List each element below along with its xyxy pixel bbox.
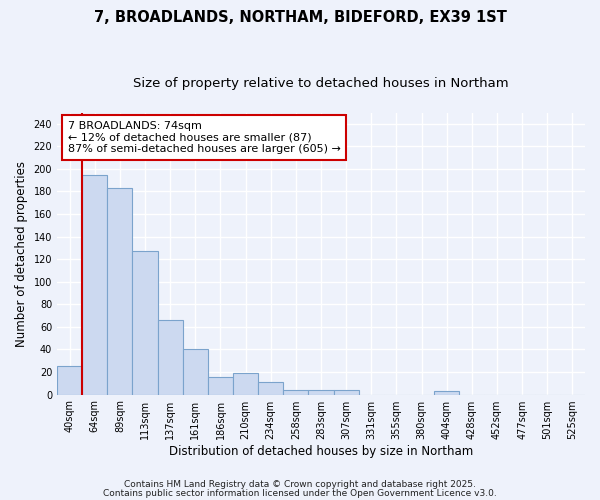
Y-axis label: Number of detached properties: Number of detached properties [15, 160, 28, 346]
Text: Contains HM Land Registry data © Crown copyright and database right 2025.: Contains HM Land Registry data © Crown c… [124, 480, 476, 489]
Bar [82, 174, 107, 394]
Text: 7, BROADLANDS, NORTHAM, BIDEFORD, EX39 1ST: 7, BROADLANDS, NORTHAM, BIDEFORD, EX39 1… [94, 10, 506, 25]
Bar [308, 390, 334, 394]
X-axis label: Distribution of detached houses by size in Northam: Distribution of detached houses by size … [169, 444, 473, 458]
Text: Contains public sector information licensed under the Open Government Licence v3: Contains public sector information licen… [103, 490, 497, 498]
Bar [434, 391, 459, 394]
Bar [107, 188, 133, 394]
Bar [158, 320, 183, 394]
Bar [258, 382, 283, 394]
Text: 7 BROADLANDS: 74sqm
← 12% of detached houses are smaller (87)
87% of semi-detach: 7 BROADLANDS: 74sqm ← 12% of detached ho… [68, 121, 340, 154]
Bar [208, 376, 233, 394]
Bar [283, 390, 308, 394]
Bar [183, 350, 208, 395]
Bar [233, 373, 258, 394]
Title: Size of property relative to detached houses in Northam: Size of property relative to detached ho… [133, 78, 509, 90]
Bar [133, 252, 158, 394]
Bar [334, 390, 359, 394]
Bar [57, 366, 82, 394]
